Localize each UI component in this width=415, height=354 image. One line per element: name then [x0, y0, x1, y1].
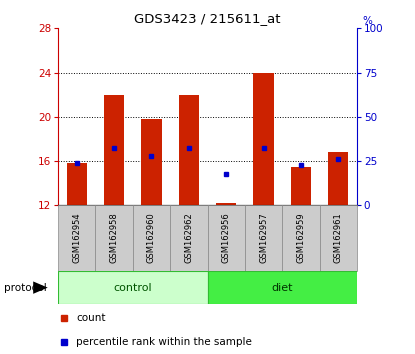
- Bar: [95, 205, 133, 271]
- Bar: [245, 205, 282, 271]
- Bar: [104, 95, 124, 205]
- Bar: [170, 205, 208, 271]
- Bar: [290, 167, 311, 205]
- Bar: [253, 73, 274, 205]
- Bar: [66, 163, 87, 205]
- Bar: [282, 205, 320, 271]
- Text: GSM162958: GSM162958: [110, 213, 119, 263]
- Text: percentile rank within the sample: percentile rank within the sample: [76, 337, 252, 347]
- Bar: [320, 205, 357, 271]
- Text: GSM162962: GSM162962: [184, 213, 193, 263]
- Bar: [216, 203, 237, 205]
- Bar: [141, 119, 162, 205]
- Text: protocol: protocol: [4, 282, 47, 293]
- Bar: [328, 152, 349, 205]
- Text: GSM162957: GSM162957: [259, 213, 268, 263]
- Text: control: control: [113, 282, 152, 293]
- Bar: [58, 205, 95, 271]
- Text: GSM162956: GSM162956: [222, 213, 231, 263]
- Bar: [58, 271, 208, 304]
- Bar: [178, 95, 199, 205]
- Text: count: count: [76, 313, 105, 323]
- Text: GSM162959: GSM162959: [296, 213, 305, 263]
- Bar: [133, 205, 170, 271]
- Text: %: %: [362, 16, 372, 25]
- Text: GSM162954: GSM162954: [72, 213, 81, 263]
- Text: GDS3423 / 215611_at: GDS3423 / 215611_at: [134, 12, 281, 25]
- Bar: [208, 271, 357, 304]
- Text: diet: diet: [271, 282, 293, 293]
- Polygon shape: [33, 281, 48, 294]
- Text: GSM162960: GSM162960: [147, 213, 156, 263]
- Text: GSM162961: GSM162961: [334, 213, 343, 263]
- Bar: [208, 205, 245, 271]
